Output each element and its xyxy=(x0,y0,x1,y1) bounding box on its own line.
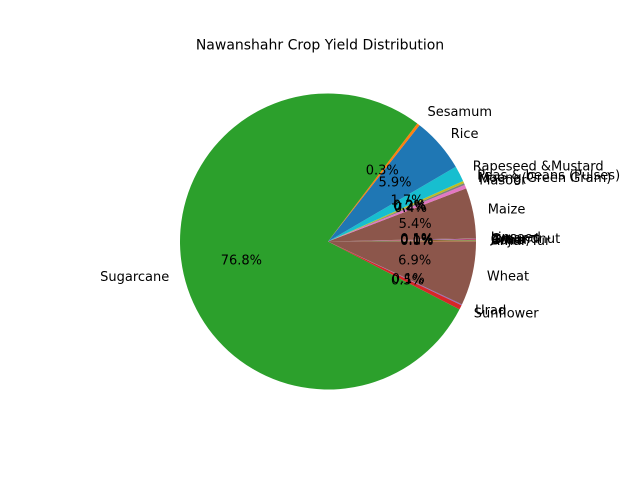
slice-label-linseed: Linseed xyxy=(491,231,541,246)
slice-pct-rice: 5.9% xyxy=(378,176,411,191)
slice-pct-sunflower: 0.5% xyxy=(391,274,424,289)
slice-label-wheat: Wheat xyxy=(487,269,529,284)
pie-slice-rapeseed-mustard xyxy=(328,166,464,242)
chart-title: Nawanshahr Crop Yield Distribution xyxy=(196,38,444,54)
slice-pct-moong-green-gram: 0.2% xyxy=(393,200,426,215)
slice-pct-groundnut: 0.1% xyxy=(400,233,433,248)
slice-label-jowar: Jowar xyxy=(490,231,527,246)
slice-label-peas-beans-pulses: Peas & beans (Pulses) xyxy=(477,169,620,184)
pie-slice-linseed xyxy=(328,238,476,242)
slice-pct-gram: 0.1% xyxy=(400,233,433,248)
slice-label-urad: Urad xyxy=(475,304,506,319)
slice-label-moong-green-gram: Moong(Green Gram) xyxy=(478,171,611,186)
slice-label-sunflower: Sunflower xyxy=(474,306,540,321)
slice-pct-jowar: 0.1% xyxy=(400,233,433,248)
slice-pct-arhar-tur: 0.0% xyxy=(400,234,433,249)
pie-slice-jowar xyxy=(328,238,476,242)
pie-slice-masoor xyxy=(328,184,467,242)
slice-pct-bajra: 0.1% xyxy=(400,234,433,249)
pie-slice-maize xyxy=(328,188,476,242)
slice-pct-masoor: 0.4% xyxy=(394,201,427,216)
pie-slice-sesamum xyxy=(328,123,420,242)
slice-label-gram: Gram xyxy=(491,233,527,248)
slice-label-sugarcane: Sugarcane xyxy=(100,270,169,285)
slice-label-arhar-tur: Arhar/Tur xyxy=(491,234,551,249)
slice-label-sesamum: Sesamum xyxy=(427,105,492,120)
slice-pct-maize: 5.4% xyxy=(399,217,432,232)
pie-labels: Arhar/Tur 0.0% Bajra 0.1% Gram 0.1% Groundnut 0… xyxy=(100,105,620,321)
slice-label-bajra: Bajra xyxy=(491,233,525,248)
slice-label-masoor: Masoor xyxy=(479,174,527,189)
slice-pct-wheat: 6.9% xyxy=(398,253,431,268)
pie-slice-sunflower xyxy=(328,241,462,310)
slice-label-maize: Maize xyxy=(488,202,526,217)
pie-slice-bajra xyxy=(328,240,477,242)
pie-slice-urad xyxy=(328,241,462,306)
pie-slice-sugarcane xyxy=(180,93,460,390)
pie-slice-groundnut xyxy=(328,239,476,242)
slice-label-groundnut: Groundnut xyxy=(491,232,560,247)
pie-slice-moong-green-gram xyxy=(328,183,465,242)
slice-label-rapeseed-mustard: Rapeseed &Mustard xyxy=(473,160,604,175)
pie-slice-rice xyxy=(328,125,456,242)
pie-slice-gram xyxy=(328,240,476,242)
pie-slices xyxy=(180,93,477,390)
slice-pct-peas-beans-pulses: 0.2% xyxy=(393,198,426,213)
pie-slice-peas-beans-pulses xyxy=(328,181,465,242)
slice-pct-sesamum: 0.3% xyxy=(366,164,399,179)
slice-pct-rapeseed-mustard: 1.7% xyxy=(390,193,423,208)
slice-label-rice: Rice xyxy=(451,127,479,142)
pie-slice-wheat xyxy=(328,241,476,305)
slice-pct-linseed: 0.1% xyxy=(400,232,433,247)
slice-pct-urad: 0.1% xyxy=(392,272,425,287)
slice-pct-sugarcane: 76.8% xyxy=(221,254,262,269)
